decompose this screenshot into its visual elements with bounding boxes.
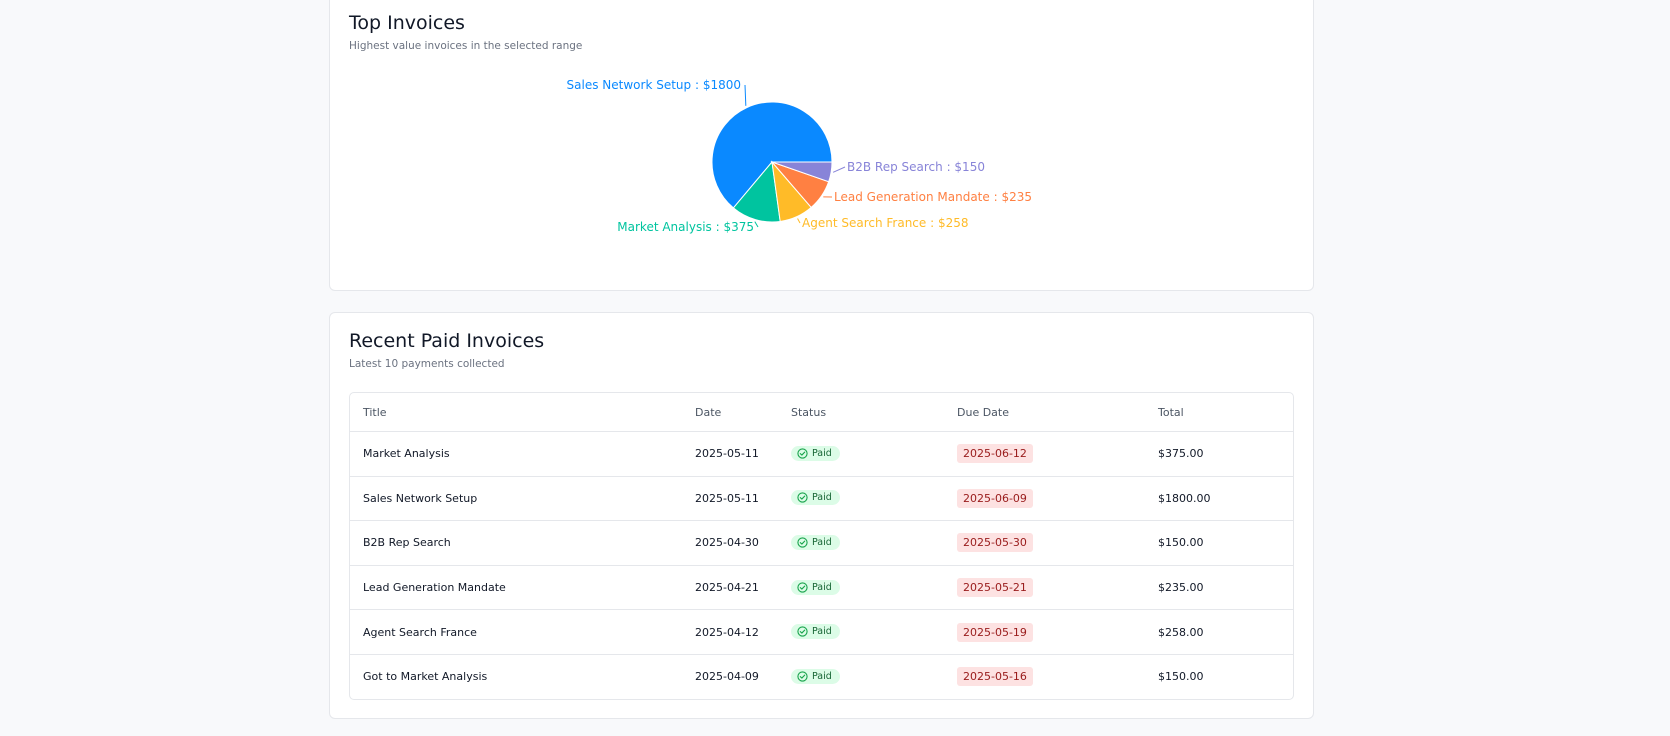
column-header-due-date[interactable]: Due Date: [944, 393, 1145, 432]
table-header-row: Title Date Status Due Date Total: [350, 393, 1293, 432]
status-badge: Paid: [791, 534, 840, 550]
invoice-due-date-cell: 2025-06-09: [944, 476, 1145, 522]
table-row[interactable]: Agent Search France 2025-04-12 Paid 2025-05…: [350, 609, 1293, 655]
invoice-due-date-cell: 2025-05-21: [944, 565, 1145, 611]
top-invoices-subtitle: Highest value invoices in the selected r…: [349, 40, 583, 52]
table-row[interactable]: Got to Market Analysis 2025-04-09 Paid 2025…: [350, 654, 1293, 698]
invoice-date: 2025-04-12: [682, 609, 778, 655]
invoice-status-cell: Paid: [778, 565, 944, 611]
check-circle-icon: [797, 448, 808, 459]
invoice-title: Sales Network Setup: [350, 476, 682, 522]
invoice-status-cell: Paid: [778, 520, 944, 566]
pie-leader-line: [832, 166, 846, 173]
pie-slice-b2b-rep-search[interactable]: [771, 161, 833, 183]
due-date-badge: 2025-06-09: [957, 488, 1033, 508]
invoice-total: $150.00: [1145, 520, 1293, 566]
invoice-status-cell: Paid: [778, 654, 944, 698]
table-row[interactable]: Lead Generation Mandate 2025-04-21 Paid 202…: [350, 565, 1293, 611]
invoice-due-date-cell: 2025-06-12: [944, 431, 1145, 477]
column-header-title[interactable]: Title: [350, 393, 682, 432]
invoice-date: 2025-04-30: [682, 520, 778, 566]
top-invoices-card: Top Invoices Highest value invoices in t…: [329, 0, 1314, 291]
invoice-title: Got to Market Analysis: [363, 670, 488, 684]
invoice-title: Agent Search France: [350, 609, 682, 655]
invoice-status-cell: Paid: [778, 609, 944, 655]
recent-paid-table: Title Date Status Due Date Total Market …: [349, 392, 1294, 700]
pie-leader-line: [754, 221, 759, 228]
pie-label: Sales Network Setup : $1800: [567, 78, 741, 92]
invoice-status-cell: Paid: [778, 431, 944, 477]
pie-slice-sales-network-setup[interactable]: [711, 101, 833, 209]
invoice-date: 2025-04-09: [695, 670, 759, 684]
recent-paid-subtitle: Latest 10 payments collected: [349, 358, 505, 370]
invoice-due-date-cell: 2025-05-16: [944, 654, 1145, 698]
invoice-total: $375.00: [1145, 431, 1293, 477]
invoice-due-date-cell: 2025-05-30: [944, 520, 1145, 566]
invoice-total: $150.00: [1158, 670, 1204, 684]
column-header-date[interactable]: Date: [682, 393, 778, 432]
invoice-total: $258.00: [1145, 609, 1293, 655]
invoice-due-date-cell: 2025-05-19: [944, 609, 1145, 655]
column-header-status[interactable]: Status: [778, 393, 944, 432]
status-badge: Paid: [791, 579, 840, 595]
status-badge: Paid: [791, 668, 840, 684]
pie-leader-line: [744, 84, 747, 106]
column-header-total[interactable]: Total: [1145, 393, 1293, 432]
invoice-title: Lead Generation Mandate: [350, 565, 682, 611]
pie-leader-line: [797, 218, 801, 224]
pie-label: Lead Generation Mandate : $235: [834, 190, 1032, 204]
check-circle-icon: [797, 581, 808, 593]
pie-label: Market Analysis : $375: [617, 220, 754, 234]
due-date-badge: 2025-05-21: [957, 578, 1033, 598]
invoice-date: 2025-04-21: [682, 565, 778, 611]
status-badge: Paid: [791, 445, 840, 461]
table-row[interactable]: B2B Rep Search 2025-04-30 Paid 2025-05-30 $1…: [350, 520, 1293, 566]
due-date-badge: 2025-05-19: [957, 622, 1033, 642]
invoice-status-cell: Paid: [778, 476, 944, 522]
recent-paid-title: Recent Paid Invoices: [349, 330, 545, 352]
status-badge: Paid: [791, 490, 840, 506]
recent-paid-invoices-card: Recent Paid Invoices Latest 10 payments …: [329, 312, 1314, 719]
due-date-badge: 2025-05-30: [957, 533, 1033, 553]
check-circle-icon: [797, 626, 808, 637]
status-badge: Paid: [791, 624, 840, 640]
top-invoices-pie-chart: Sales Network Setup : $1800 Market Analys…: [567, 78, 1032, 234]
invoice-date: 2025-05-11: [682, 476, 778, 522]
due-date-badge: 2025-06-12: [957, 444, 1033, 464]
invoice-title: Market Analysis: [350, 431, 682, 477]
table-row[interactable]: Sales Network Setup 2025-05-11 Paid 2025-06…: [350, 476, 1293, 522]
invoice-total: $235.00: [1145, 565, 1293, 611]
invoice-date: 2025-05-11: [682, 431, 778, 477]
pie-label: Agent Search France : $258: [802, 216, 969, 230]
invoice-total: $1800.00: [1145, 476, 1293, 522]
check-circle-icon: [797, 492, 808, 504]
due-date-badge: 2025-05-16: [957, 667, 1033, 687]
check-circle-icon: [797, 537, 808, 548]
table-row[interactable]: Market Analysis 2025-05-11 Paid 2025-06-12 $…: [350, 431, 1293, 477]
invoice-title: B2B Rep Search: [350, 520, 682, 566]
top-invoices-title: Top Invoices: [349, 12, 465, 34]
check-circle-icon: [797, 671, 808, 682]
pie-label: B2B Rep Search : $150: [847, 160, 985, 174]
